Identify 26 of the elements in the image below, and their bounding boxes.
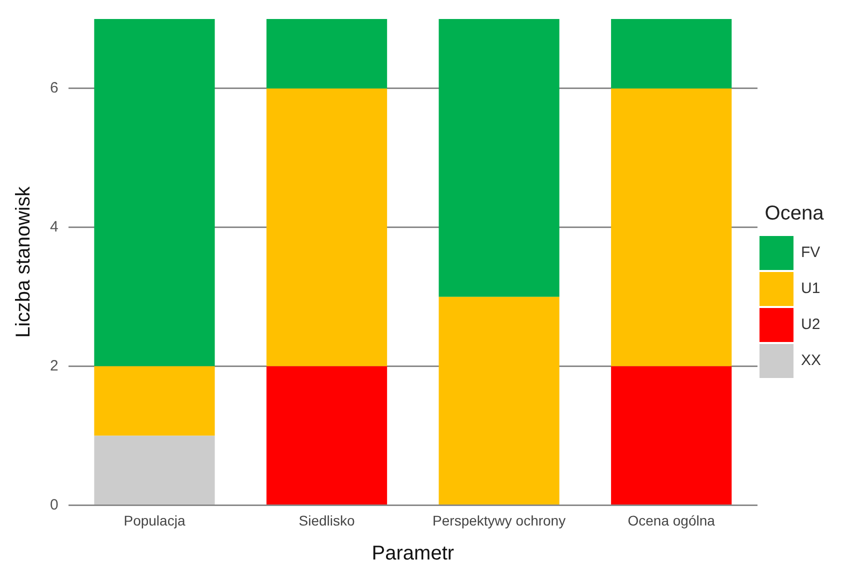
bar bbox=[611, 366, 732, 504]
legend-label: U2 bbox=[800, 316, 820, 334]
bar bbox=[438, 296, 560, 504]
bar bbox=[438, 19, 560, 297]
bar bbox=[94, 366, 215, 436]
y-tick-label: 4 bbox=[50, 218, 58, 236]
y-axis-title: Liczba stanowisk bbox=[12, 186, 35, 338]
legend-label: XX bbox=[800, 352, 822, 370]
bar bbox=[94, 436, 215, 504]
x-tick-label: Perspektywy ochrony bbox=[432, 512, 566, 528]
bar bbox=[266, 366, 388, 504]
legend-label: FV bbox=[800, 244, 820, 262]
legend-title: Ocena bbox=[764, 202, 825, 225]
bar bbox=[266, 88, 388, 366]
y-tick-label: 6 bbox=[50, 80, 58, 97]
bar bbox=[94, 19, 215, 366]
bar bbox=[611, 88, 732, 366]
x-tick-label: Populacja bbox=[124, 512, 186, 528]
x-tick-label: Ocena ogólna bbox=[628, 512, 716, 528]
bar bbox=[266, 19, 388, 88]
legend-label: U1 bbox=[800, 280, 820, 298]
x-axis-title: Parametr bbox=[372, 542, 454, 565]
y-tick-label: 0 bbox=[50, 496, 58, 514]
bar bbox=[611, 19, 732, 88]
x-tick-label: Siedlisko bbox=[298, 512, 355, 528]
y-tick-label: 2 bbox=[50, 357, 58, 374]
